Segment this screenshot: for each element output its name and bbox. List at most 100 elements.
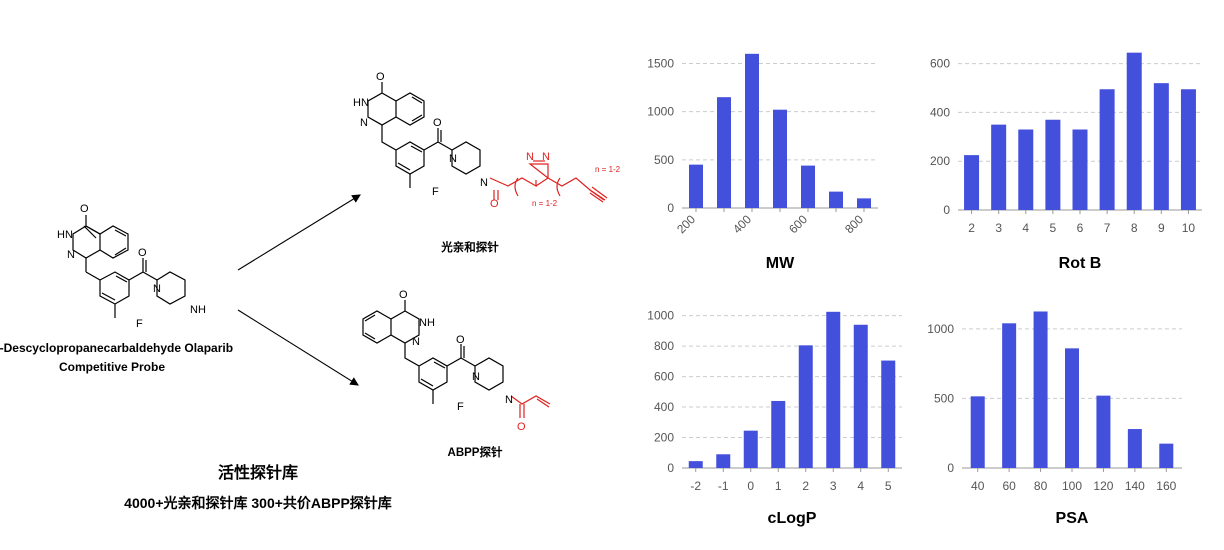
atom-f: F — [432, 186, 439, 198]
bar — [1018, 129, 1034, 210]
atom-nh: NH — [190, 304, 206, 316]
y-tick-label: 500 — [934, 391, 954, 405]
photoaffinity-linker — [489, 160, 608, 203]
bar — [743, 430, 758, 468]
x-tick-label: 400 — [730, 212, 754, 236]
x-tick-label: -1 — [718, 479, 729, 493]
bar — [745, 53, 759, 209]
bar — [717, 97, 731, 208]
y-tick-label: 800 — [654, 339, 674, 353]
chart-clogp: 0 200 400 600 800 1000 -2 -1 0 1 2 3 4 5 cLogP — [647, 309, 902, 527]
chemistry-panel: O HN N O N NH F N-Descyclopropanecarbald… — [0, 71, 621, 511]
bar — [771, 400, 786, 468]
x-tick-label: 100 — [1062, 479, 1082, 493]
bar — [1072, 129, 1088, 210]
x-tick-label: 2 — [802, 479, 809, 493]
bar — [853, 324, 868, 468]
y-tick-label: 0 — [943, 203, 950, 217]
chart-psa: 0 500 1000 40 60 80 100 120 140 160 PSA — [927, 311, 1182, 527]
atom-o: O — [376, 71, 385, 83]
atom-o: O — [138, 247, 147, 259]
bar — [688, 461, 703, 468]
arrow-down — [237, 309, 359, 386]
bar — [1033, 311, 1048, 468]
bar — [826, 311, 841, 468]
y-tick-label: 400 — [654, 400, 674, 414]
atom-n: N — [360, 117, 368, 129]
parent-atom-labels: O HN N O N NH F — [57, 203, 206, 330]
chart-title: Rot B — [1059, 255, 1102, 272]
atom-o: O — [456, 334, 465, 346]
y-tick-label: 500 — [654, 153, 674, 167]
bar — [798, 345, 813, 468]
bar — [1153, 83, 1169, 210]
y-tick-label: 0 — [667, 461, 674, 475]
x-tick-label: 200 — [674, 212, 698, 236]
bar — [881, 360, 896, 468]
bar — [1099, 89, 1115, 210]
y-tick-label: 200 — [654, 431, 674, 445]
x-tick-label: 3 — [830, 479, 837, 493]
atom-n: N — [505, 394, 513, 406]
x-tick-label: -2 — [690, 479, 701, 493]
bar — [716, 454, 731, 468]
bar — [1065, 348, 1079, 468]
x-tick-label: 10 — [1182, 221, 1196, 235]
bar — [1180, 89, 1196, 210]
bar — [773, 109, 787, 208]
y-tick-label: 1000 — [647, 105, 674, 119]
atom-hn: HN — [353, 97, 369, 109]
atom-n: N — [449, 153, 457, 165]
atom-nh: NH — [419, 317, 435, 329]
x-tick-label: 2 — [968, 221, 975, 235]
x-tick-label: 140 — [1125, 479, 1145, 493]
atom-n: N — [67, 249, 75, 261]
bar — [1126, 52, 1142, 210]
x-tick-label: 1 — [775, 479, 782, 493]
probe-name-line1: N-Descyclopropanecarbaldehyde Olaparib — [0, 341, 233, 355]
photoaffinity-molecule — [367, 82, 481, 188]
y-tick-label: 0 — [947, 461, 954, 475]
y-tick-label: 0 — [667, 201, 674, 215]
bar — [964, 155, 980, 210]
chart-title: MW — [766, 255, 795, 272]
atom-f: F — [136, 318, 143, 330]
atom-n: N — [542, 151, 550, 163]
bar — [1127, 429, 1142, 468]
atom-o: O — [517, 421, 526, 433]
bar — [1045, 119, 1061, 210]
chart-rotb: 0 200 400 600 2 3 4 5 6 7 8 9 10 Rot B — [930, 52, 1202, 272]
y-tick-label: 1000 — [927, 322, 954, 336]
x-tick-label: 0 — [747, 479, 754, 493]
bar — [1096, 395, 1111, 468]
y-tick-label: 200 — [930, 154, 950, 168]
arrow-up — [237, 194, 361, 271]
x-tick-label: 6 — [1077, 221, 1084, 235]
atom-f: F — [457, 401, 464, 413]
bar — [1159, 443, 1174, 468]
x-tick-label: 160 — [1156, 479, 1176, 493]
y-tick-label: 400 — [930, 105, 950, 119]
x-tick-label: 60 — [1002, 479, 1016, 493]
photoaffinity-red-labels: O N N — [490, 151, 550, 210]
x-tick-label: 80 — [1034, 479, 1048, 493]
y-tick-label: 600 — [654, 370, 674, 384]
library-subtitle: 4000+光亲和探针库 300+共价ABPP探针库 — [124, 495, 392, 511]
x-tick-label: 4 — [857, 479, 864, 493]
chart-title: PSA — [1056, 510, 1089, 527]
bar — [829, 191, 843, 208]
abpp-molecule — [362, 300, 504, 404]
bar — [857, 198, 871, 208]
x-tick-label: 40 — [971, 479, 985, 493]
abpp-warhead — [510, 395, 551, 418]
atom-n: N — [412, 336, 420, 348]
x-tick-label: 4 — [1022, 221, 1029, 235]
x-tick-label: 120 — [1093, 479, 1113, 493]
atom-o: O — [490, 198, 499, 210]
y-tick-label: 1500 — [647, 56, 674, 70]
probe-name-line2: Competitive Probe — [59, 360, 165, 374]
x-tick-label: 600 — [786, 212, 810, 236]
x-tick-label: 8 — [1131, 221, 1138, 235]
y-tick-label: 1000 — [647, 309, 674, 323]
abpp-atom-labels: O NH N O N N F — [399, 289, 513, 413]
